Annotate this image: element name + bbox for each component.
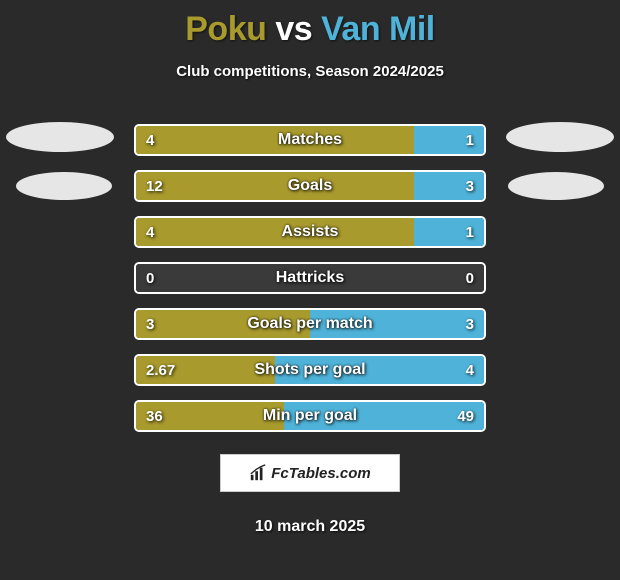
player2-name: Van Mil (321, 10, 435, 48)
stat-bar (134, 262, 486, 294)
stat-bar-right (414, 172, 484, 200)
stat-bar-left (136, 356, 275, 384)
stat-row: Hattricks00 (134, 262, 486, 294)
report-date: 10 march 2025 (0, 518, 620, 536)
stat-bar-left (136, 172, 414, 200)
chart-icon (249, 464, 267, 482)
stat-bar (134, 170, 486, 202)
stat-bar (134, 308, 486, 340)
stat-row: Goals123 (134, 170, 486, 202)
stat-row: Assists41 (134, 216, 486, 248)
competition-subtitle: Club competitions, Season 2024/2025 (0, 63, 620, 80)
stat-bar-right (284, 402, 484, 430)
stat-bar-left (136, 402, 284, 430)
stat-bar-right (414, 126, 484, 154)
stat-bar-left (136, 264, 484, 292)
stat-bar-right (414, 218, 484, 246)
stat-bar-right (310, 310, 484, 338)
stat-row: Matches41 (134, 124, 486, 156)
stat-bar-right (275, 356, 484, 384)
stat-row: Goals per match33 (134, 308, 486, 340)
stat-bar (134, 400, 486, 432)
stat-row: Shots per goal2.674 (134, 354, 486, 386)
fctables-logo: FcTables.com (220, 454, 400, 492)
stat-bar-left (136, 218, 414, 246)
vs-text: vs (275, 10, 312, 48)
comparison-title: Poku vs Van Mil (0, 0, 620, 49)
stat-bar (134, 354, 486, 386)
stat-bar (134, 124, 486, 156)
stat-row: Min per goal3649 (134, 400, 486, 432)
logo-text: FcTables.com (271, 465, 370, 482)
stats-container: Matches41 Goals123 Assists41 Hattricks00 Goa… (70, 124, 550, 432)
player1-name: Poku (185, 10, 266, 48)
stat-bar-left (136, 126, 414, 154)
stat-bar (134, 216, 486, 248)
stat-bar-left (136, 310, 310, 338)
